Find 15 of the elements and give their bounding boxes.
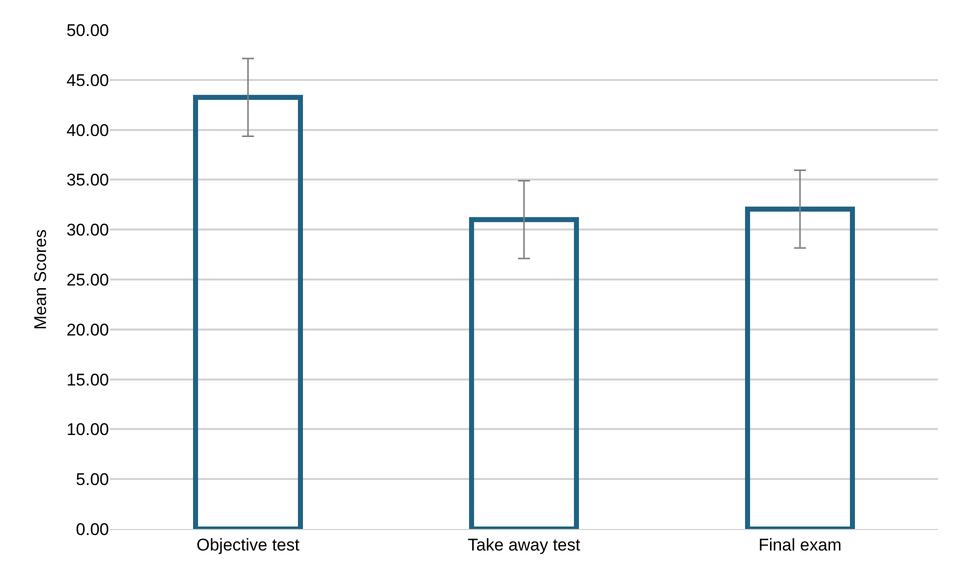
y-tick-label: 45.00: [66, 70, 109, 90]
y-tick-label: 15.00: [66, 370, 109, 390]
y-tick-label: 20.00: [66, 320, 109, 340]
y-tick-label: 30.00: [66, 220, 109, 240]
y-tick-label: 0.00: [76, 520, 109, 539]
x-tick-label: Final exam: [758, 535, 842, 554]
y-tick-label: 40.00: [66, 120, 109, 140]
y-axis-title: Mean Scores: [31, 229, 50, 330]
y-tick-label: 25.00: [66, 270, 109, 290]
y-tick-label: 50.00: [66, 20, 109, 40]
y-tick-label: 35.00: [66, 170, 109, 190]
y-tick-label: 10.00: [66, 420, 109, 440]
x-tick-label: Take away test: [468, 535, 580, 554]
y-tick-label: 5.00: [76, 470, 109, 490]
x-tick-label: Objective test: [196, 535, 300, 554]
